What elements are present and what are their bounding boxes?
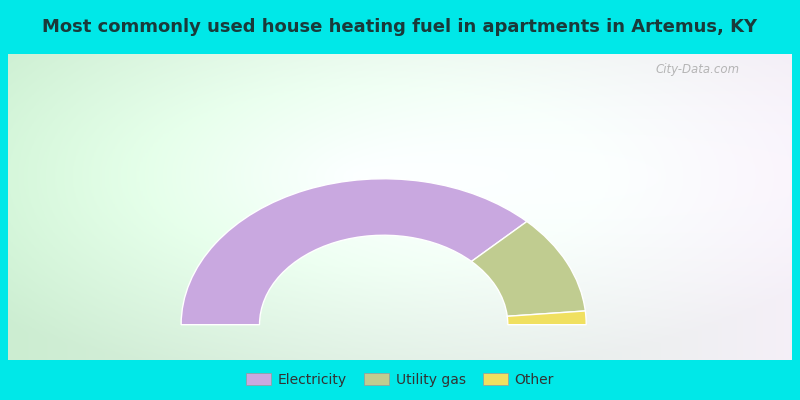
Wedge shape — [181, 179, 527, 325]
Legend: Electricity, Utility gas, Other: Electricity, Utility gas, Other — [246, 373, 554, 387]
Wedge shape — [471, 222, 586, 316]
Text: Most commonly used house heating fuel in apartments in Artemus, KY: Most commonly used house heating fuel in… — [42, 18, 758, 36]
Wedge shape — [507, 311, 586, 325]
Text: City-Data.com: City-Data.com — [656, 63, 740, 76]
